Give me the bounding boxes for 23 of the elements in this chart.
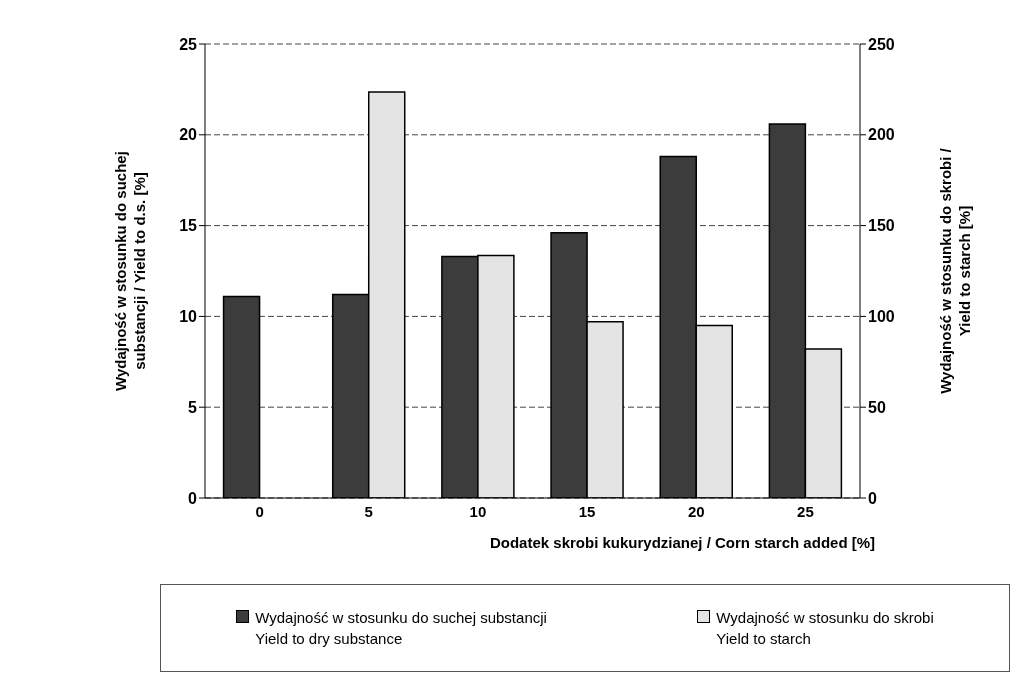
y2-tick-label: 100 xyxy=(868,308,895,326)
y2-tick-label: 150 xyxy=(868,217,895,235)
x-axis-title: Dodatek skrobi kukurydzianej / Corn starch added [%] xyxy=(489,534,876,551)
y-tick-label: 0 xyxy=(188,489,198,507)
x-tick-label: 15 xyxy=(578,502,596,520)
x-tick-label: 10 xyxy=(469,502,487,520)
y2-axis-title: Wydajność w stosunku do skrobi / Yield to starch [%] xyxy=(936,147,973,394)
y-tick-label: 15 xyxy=(179,217,198,235)
legend-label: Wydajność w stosunku do skrobi Yield to starch xyxy=(716,608,934,649)
y2-tick-label: 200 xyxy=(868,126,895,144)
x-tick-label: 20 xyxy=(687,502,705,520)
y-axis-title: Wydajność w stosunku do suchej substancji / Yield to d.s. [%] xyxy=(111,151,148,391)
legend-label: Wydajność w stosunku do suchej substancji Yield to dry substance xyxy=(255,608,547,649)
x-tick-label: 25 xyxy=(797,502,814,520)
x-tick-label: 5 xyxy=(364,502,373,520)
y-tick-label: 20 xyxy=(179,126,198,144)
y-tick-label: 25 xyxy=(179,35,198,53)
y-tick-label: 5 xyxy=(188,398,198,416)
y-tick-label: 10 xyxy=(179,308,198,326)
y2-tick-label: 0 xyxy=(868,489,877,507)
x-tick-label: 0 xyxy=(255,502,264,520)
y2-tick-label: 250 xyxy=(868,35,895,53)
y2-tick-label: 50 xyxy=(868,398,886,416)
